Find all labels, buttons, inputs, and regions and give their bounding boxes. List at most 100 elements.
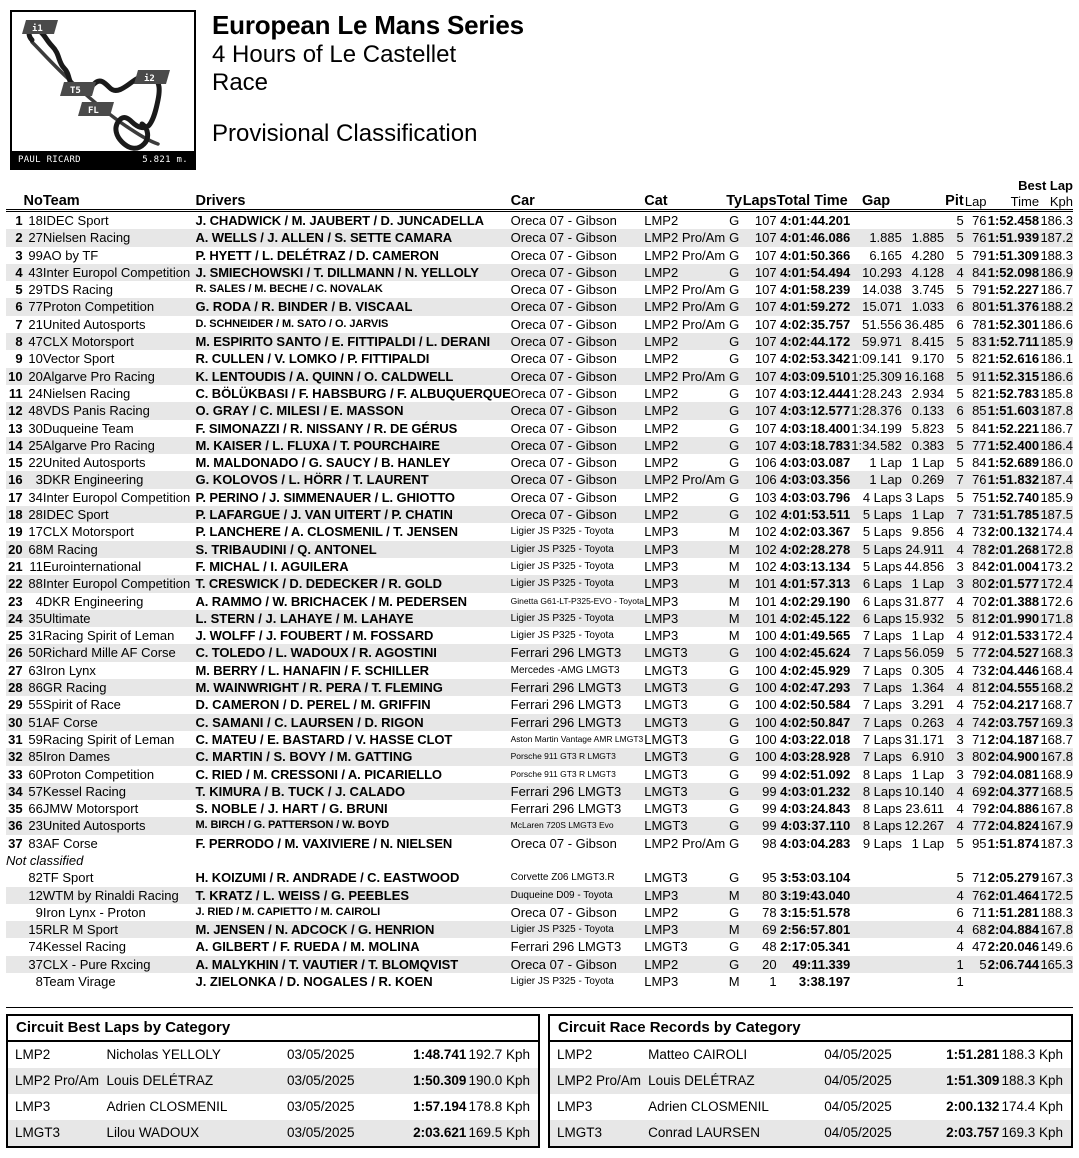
table-row[interactable]: 18 28 IDEC Sport P. LAFARGUE / J. VAN UITER…	[6, 506, 1073, 524]
row-team: DKR Engineering	[42, 593, 144, 609]
table-row[interactable]: 9 Iron Lynx - Proton J. RIED / M. CAPIETTO…	[6, 904, 1073, 921]
row-gap: 6 Laps	[862, 610, 902, 626]
col-header-best-lap-time: Time	[986, 193, 1040, 212]
row-tyre: G	[729, 437, 740, 453]
best-lap-row[interactable]: LMP2 Nicholas YELLOLY 03/05/2025 1:48.741 19…	[8, 1042, 538, 1068]
table-row[interactable]: 34 57 Kessel Racing T. KIMURA / B. TUCK / J…	[6, 782, 1073, 801]
event-title: 4 Hours of Le Castellet	[212, 40, 457, 68]
table-row[interactable]: 20 68 M Racing S. TRIBAUDINI / Q. ANTONEL Li…	[6, 540, 1073, 558]
table-row[interactable]: 15 22 United Autosports M. MALDONADO / G. S…	[6, 454, 1073, 471]
row-category: LMP2	[644, 213, 679, 228]
table-row[interactable]: 2 27 Nielsen Racing A. WELLS / J. ALLEN / S…	[6, 229, 1073, 247]
row-gap: 1:25.309	[851, 368, 902, 384]
table-row[interactable]: 31 59 Racing Spirit of Leman C. MATEU / E. …	[6, 731, 1073, 748]
row-pit-stops: 5	[956, 368, 964, 384]
table-row[interactable]: 28 86 GR Racing M. WAINWRIGHT / R. PERA / T…	[6, 679, 1073, 697]
row-position: 17	[8, 489, 23, 505]
row-gap: 5 Laps	[862, 524, 902, 540]
table-row[interactable]: 8 Team Virage J. ZIELONKA / D. NOGALES / R…	[6, 973, 1073, 990]
table-row[interactable]: 21 11 Eurointernational F. MICHAL / I. AGUI…	[6, 558, 1073, 575]
table-row[interactable]: 30 51 AF Corse C. SAMANI / C. LAURSEN / D. …	[6, 713, 1073, 731]
row-pit-stops: 4	[956, 939, 964, 955]
table-row[interactable]: 33 60 Proton Competition C. RIED / M. CRESS…	[6, 766, 1073, 783]
best-lap-date: 03/05/2025	[286, 1125, 355, 1141]
table-row[interactable]: 16 3 DKR Engineering G. KOLOVOS / L. HÖRR /…	[6, 471, 1073, 489]
race-record-date: 04/05/2025	[824, 1047, 892, 1063]
row-car: Oreca 07 - Gibson	[510, 956, 617, 972]
table-row[interactable]: 74 Kessel Racing A. GILBERT / F. RUEDA / M…	[6, 938, 1073, 955]
race-record-row[interactable]: LMP2 Matteo CAIROLI 04/05/2025 1:51.281 188.…	[550, 1042, 1071, 1068]
table-row[interactable]: 37 83 AF Corse F. PERRODO / M. VAXIVIERE / …	[6, 835, 1073, 852]
row-interval: 12.267	[904, 818, 945, 834]
table-row[interactable]: 15 RLR M Sport M. JENSEN / N. ADCOCK / G. …	[6, 921, 1073, 939]
table-row[interactable]: 29 55 Spirit of Race D. CAMERON / D. PEREL …	[6, 696, 1073, 713]
table-row[interactable]: 35 66 JMW Motorsport S. NOBLE / J. HART / G…	[6, 800, 1073, 817]
best-lap-row[interactable]: LMGT3 Lilou WADOUX 03/05/2025 2:03.621 169.5…	[8, 1120, 538, 1147]
row-total-time: 4:01:54.494	[780, 264, 851, 280]
race-record-date: 04/05/2025	[824, 1125, 892, 1141]
row-interval: 23.611	[905, 801, 945, 817]
row-drivers: G. RODA / R. BINDER / B. VISCAAL	[195, 299, 413, 315]
table-row[interactable]: 36 23 United Autosports M. BIRCH / G. PATTE…	[6, 817, 1073, 835]
table-row[interactable]: 11 24 Nielsen Racing C. BÖLÜKBASI / F. HABS…	[6, 385, 1073, 402]
table-row[interactable]: 37 CLX - Pure Rxcing A. MALYKHIN / T. VAUT…	[6, 955, 1073, 974]
best-lap-row[interactable]: LMP3 Adrien CLOSMENIL 03/05/2025 1:57.194 17…	[8, 1094, 538, 1120]
row-category: LMP2	[644, 455, 679, 471]
row-best-lap-time: 2:04.187	[987, 731, 1040, 747]
row-laps: 100	[754, 662, 777, 678]
row-position: 9	[15, 351, 23, 367]
row-interval	[902, 211, 944, 230]
table-row[interactable]: 19 17 CLX Motorsport P. LANCHERE / A. CLOSM…	[6, 523, 1073, 540]
table-row[interactable]: 25 31 Racing Spirit of Leman J. WOLFF / J. …	[6, 627, 1073, 644]
row-drivers: M. WAINWRIGHT / R. PERA / T. FLEMING	[195, 680, 443, 696]
race-record-row[interactable]: LMGT3 Conrad LAURSEN 04/05/2025 2:03.757 169…	[550, 1120, 1071, 1147]
row-team: AF Corse	[42, 835, 98, 851]
row-drivers: C. BÖLÜKBASI / F. HABSBURG / F. ALBUQUER…	[195, 385, 511, 401]
circuit-map: i1 i2 T5 FL PAUL RICARD 5.821 m.	[10, 10, 196, 170]
table-row[interactable]: 24 35 Ultimate L. STERN / J. LAHAYE / M. LA…	[6, 609, 1073, 628]
row-laps: 1	[769, 974, 777, 990]
row-tyre: G	[729, 662, 740, 678]
table-row[interactable]: 17 34 Inter Europol Competition P. PERINO /…	[6, 489, 1073, 506]
table-row[interactable]: 23 4 DKR Engineering A. RAMMO / W. BRICHACE…	[6, 593, 1073, 610]
row-best-lap-kph: 186.3	[1040, 213, 1073, 228]
table-row[interactable]: 10 20 Algarve Pro Racing K. LENTOUDIS / A. …	[6, 367, 1073, 385]
race-record-row[interactable]: LMP2 Pro/Am Louis DELÉTRAZ 04/05/2025 1:51.…	[550, 1068, 1071, 1095]
row-car: Ligier JS P325 - Toyota	[510, 612, 614, 624]
row-gap: 8 Laps	[862, 783, 902, 799]
row-interval: 31.877	[904, 593, 945, 609]
row-drivers: L. STERN / J. LAHAYE / M. LAHAYE	[195, 610, 414, 626]
table-row[interactable]: 8 47 CLX Motorsport M. ESPIRITO SANTO / E. …	[6, 333, 1073, 351]
table-row[interactable]: 9 10 Vector Sport R. CULLEN / V. LOMKO / P.…	[6, 350, 1073, 367]
table-row[interactable]: 27 63 Iron Lynx M. BERRY / L. HANAFIN / F. …	[6, 662, 1073, 679]
table-row[interactable]: 22 88 Inter Europol Competition T. CRESWICK…	[6, 575, 1073, 593]
column-header-row: No Team Drivers Car Cat Ty Laps Total Ti…	[6, 193, 1073, 212]
table-row[interactable]: 7 21 United Autosports D. SCHNEIDER / M. SA…	[6, 316, 1073, 333]
table-row[interactable]: 12 48 VDS Panis Racing O. GRAY / C. MILESI …	[6, 402, 1073, 420]
table-row[interactable]: 13 30 Duqueine Team F. SIMONAZZI / R. NISSA…	[6, 420, 1073, 437]
best-lap-date: 03/05/2025	[286, 1047, 355, 1063]
row-car: Ferrari 296 LMGT3	[510, 801, 622, 817]
table-row[interactable]: 14 25 Algarve Pro Racing M. KAISER / L. FLU…	[6, 436, 1073, 455]
row-position: 2	[15, 230, 23, 246]
table-row[interactable]: 5 29 TDS Racing R. SALES / M. BECHE / C. NO…	[6, 281, 1073, 298]
best-laps-table: LMP2 Nicholas YELLOLY 03/05/2025 1:48.741 19…	[8, 1042, 538, 1147]
table-row[interactable]: 32 85 Iron Dames C. MARTIN / S. BOVY / M. G…	[6, 748, 1073, 766]
row-drivers: P. HYETT / L. DELÉTRAZ / D. CAMERON	[195, 247, 439, 263]
row-total-time: 3:15:51.578	[780, 904, 851, 920]
circuit-name: PAUL RICARD	[18, 154, 81, 165]
best-lap-row[interactable]: LMP2 Pro/Am Louis DELÉTRAZ 03/05/2025 1:50.…	[8, 1068, 538, 1095]
race-record-row[interactable]: LMP3 Adrien CLOSMENIL 04/05/2025 2:00.132 17…	[550, 1094, 1071, 1120]
table-row[interactable]: 12 WTM by Rinaldi Racing T. KRATZ / L. WEI…	[6, 886, 1073, 904]
row-car-number: 17	[28, 524, 43, 540]
row-drivers: C. RIED / M. CRESSONI / A. PICARIELLO	[195, 766, 442, 782]
table-row[interactable]: 6 77 Proton Competition G. RODA / R. BINDER…	[6, 298, 1073, 316]
table-row[interactable]: 3 99 AO by TF P. HYETT / L. DELÉTRAZ / D. C…	[6, 247, 1073, 264]
table-row[interactable]: 4 43 Inter Europol Competition J. SMIECHOWS…	[6, 263, 1073, 282]
table-row[interactable]: 82 TF Sport H. KOIZUMI / R. ANDRADE / C. E…	[6, 869, 1073, 886]
row-car-number: 3	[35, 472, 43, 488]
table-row[interactable]: 1 18 IDEC Sport J. CHADWICK / M. JAUBERT / …	[6, 211, 1073, 230]
table-row[interactable]: 26 50 Richard Mille AF Corse C. TOLEDO / L.…	[6, 644, 1073, 662]
row-laps: 107	[754, 213, 777, 228]
row-car-number: 77	[28, 299, 43, 315]
